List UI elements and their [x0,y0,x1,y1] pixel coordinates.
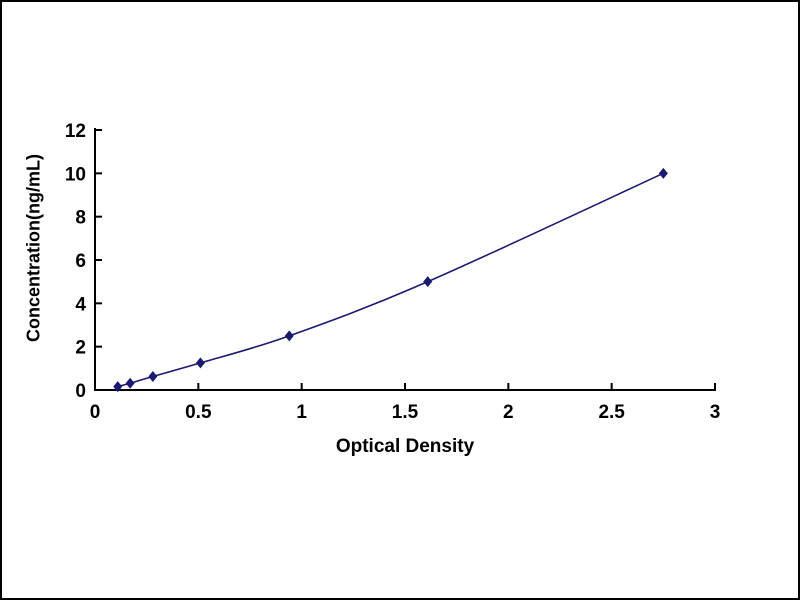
x-tick-label: 0.5 [185,402,212,423]
data-point-marker [195,357,205,369]
x-tick-label: 0 [90,402,101,423]
y-tick-label: 10 [65,164,86,185]
y-tick-label: 6 [75,251,86,272]
curve-line [117,172,664,388]
y-tick-label: 0 [75,381,86,402]
y-tick-label: 4 [75,294,86,315]
y-tick-label: 12 [65,121,86,142]
x-tick-label: 3 [710,402,721,423]
y-tick-label: 2 [75,338,86,359]
y-tick-label: 8 [75,208,86,229]
data-point-marker [423,276,433,288]
x-tick-label: 1 [296,402,307,423]
data-point-marker [125,377,135,389]
x-tick-label: 2 [503,402,514,423]
y-axis-label: Concentration(ng/mL) [23,154,44,342]
data-point-marker [658,167,668,179]
x-tick-label: 2.5 [598,402,625,423]
x-tick-label: 1.5 [392,402,419,423]
data-point-marker [284,330,294,342]
x-axis-label: Optical Density [335,436,475,457]
data-point-marker [148,370,158,382]
data-point-marker [113,381,123,393]
